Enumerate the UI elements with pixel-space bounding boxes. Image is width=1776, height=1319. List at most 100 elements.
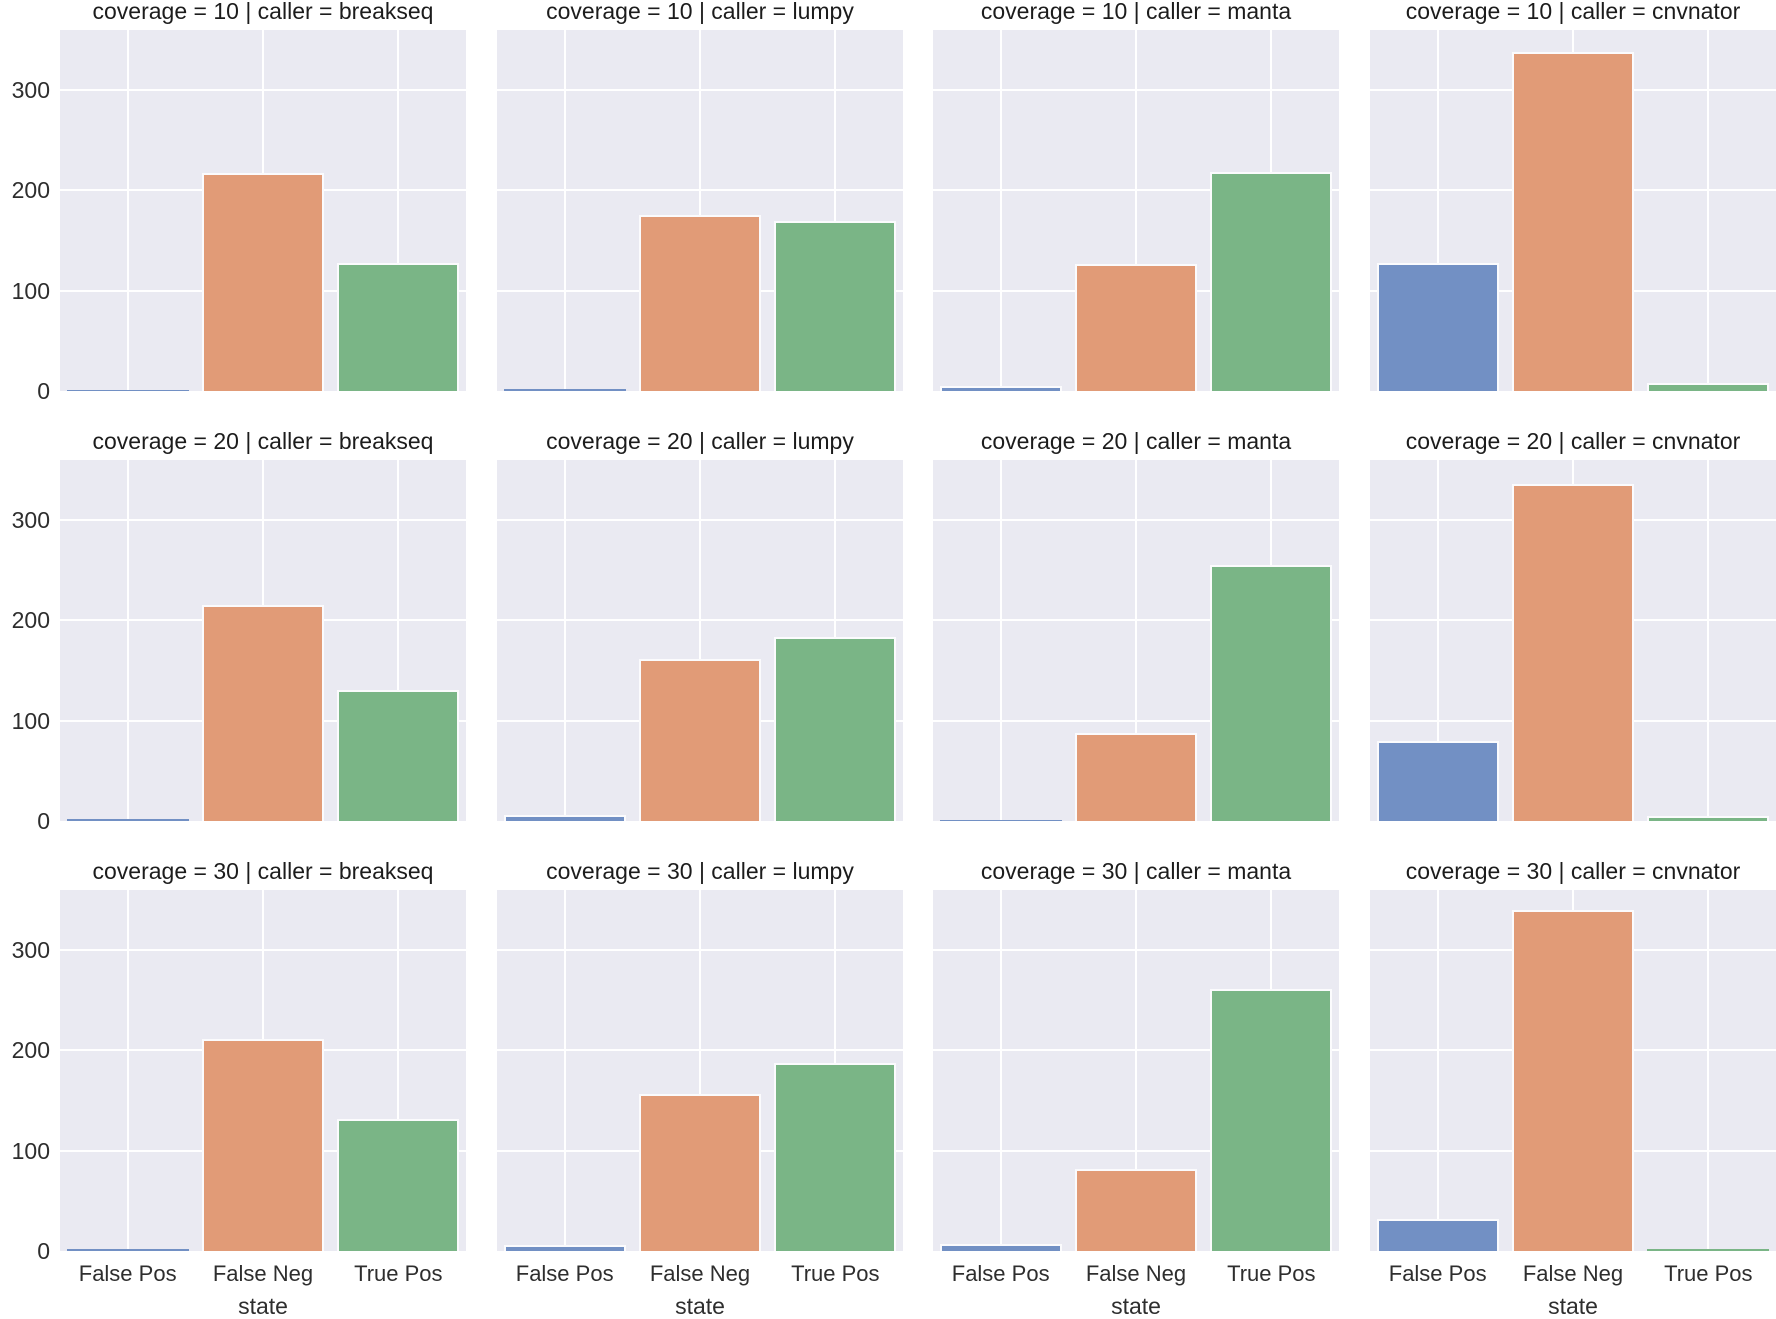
plot-area <box>60 890 466 1251</box>
plot-area <box>497 30 903 391</box>
gridline-x-1 <box>1135 890 1137 1251</box>
bar-false-neg <box>1512 484 1634 821</box>
x-tick-label-true-pos: True Pos <box>1227 1261 1316 1286</box>
bar-true-pos <box>774 1063 897 1251</box>
bar-false-neg <box>1075 1168 1197 1251</box>
bar-false-neg <box>1512 52 1634 391</box>
bar-false-neg <box>1512 910 1634 1251</box>
y-tick-label-100: 100 <box>11 1137 50 1164</box>
bar-true-pos <box>1210 565 1333 821</box>
subplot-coverage30-manta: coverage = 30 | caller = manta False Pos F… <box>933 858 1339 1319</box>
subplot-title: coverage = 30 | caller = cnvnator <box>1405 858 1741 884</box>
gridline-x-0 <box>1436 460 1439 821</box>
y-tick-label-300: 300 <box>11 937 50 964</box>
gridline-x-1 <box>699 890 701 1251</box>
subplot-coverage10-breakseq: coverage = 10 | caller = breakseq 0 100 200… <box>12 0 466 404</box>
bar-false-pos <box>939 820 1062 821</box>
subplot-coverage20-lumpy: coverage = 20 | caller = lumpy <box>497 428 903 821</box>
x-tick-label-true-pos: True Pos <box>1664 1261 1753 1286</box>
subplot-title: coverage = 30 | caller = lumpy <box>546 858 854 884</box>
subplot-coverage20-breakseq: coverage = 20 | caller = breakseq 0 100 200… <box>12 428 466 834</box>
y-tick-label-200: 200 <box>11 1037 50 1064</box>
plot-area <box>497 890 903 1251</box>
plot-area <box>933 890 1339 1251</box>
x-tick-label-false-pos: False Pos <box>951 1261 1050 1286</box>
gridline-x-1 <box>1135 30 1137 391</box>
x-tick-label-false-neg: False Neg <box>1522 1261 1624 1286</box>
x-tick-label-false-pos: False Pos <box>78 1261 177 1286</box>
plot-area <box>1370 460 1776 821</box>
bar-false-neg <box>202 605 324 821</box>
gridline-x-2 <box>834 30 837 391</box>
x-tick-label-false-pos: False Pos <box>1388 1261 1487 1286</box>
bar-true-pos <box>337 1118 460 1251</box>
subplot-title: coverage = 10 | caller = breakseq <box>92 0 434 24</box>
plot-area <box>497 460 903 821</box>
x-axis-label: state <box>675 1293 725 1319</box>
subplot-coverage30-cnvnator: coverage = 30 | caller = cnvnator False P… <box>1370 858 1776 1319</box>
y-tick-label-200: 200 <box>11 607 50 634</box>
bar-true-pos <box>1647 816 1770 821</box>
y-tick-label-300: 300 <box>11 507 50 534</box>
x-axis-label: state <box>238 1293 288 1319</box>
bar-false-pos <box>939 386 1062 391</box>
subplot-coverage10-cnvnator: coverage = 10 | caller = cnvnator <box>1370 0 1776 391</box>
bar-true-pos <box>774 636 897 821</box>
y-tick-label-0: 0 <box>37 808 50 834</box>
bar-false-pos <box>1376 262 1499 391</box>
x-tick-label-true-pos: True Pos <box>791 1261 880 1286</box>
bar-false-neg <box>202 173 324 391</box>
bar-false-pos <box>503 389 626 391</box>
subplot-title: coverage = 10 | caller = manta <box>980 0 1292 24</box>
bar-false-pos <box>503 814 626 821</box>
bar-false-neg <box>1075 263 1197 391</box>
gridline-x-2 <box>397 890 400 1251</box>
x-axis-label: state <box>1548 1293 1598 1319</box>
y-tick-label-200: 200 <box>11 177 50 204</box>
subplot-title: coverage = 30 | caller = breakseq <box>92 858 434 884</box>
x-tick-label-false-neg: False Neg <box>1085 1261 1187 1286</box>
bar-false-pos <box>66 819 189 821</box>
bar-true-pos <box>774 220 897 391</box>
gridline-x-1 <box>699 460 701 821</box>
gridline-x-0 <box>563 30 566 391</box>
subplot-title: coverage = 10 | caller = cnvnator <box>1405 0 1741 24</box>
y-tick-label-0: 0 <box>37 378 50 404</box>
plot-area <box>933 460 1339 821</box>
x-tick-label-true-pos: True Pos <box>354 1261 443 1286</box>
bar-false-neg <box>639 658 761 821</box>
gridline-x-2 <box>397 30 400 391</box>
gridline-x-0 <box>563 460 566 821</box>
plot-area <box>1370 890 1776 1251</box>
x-tick-label-false-neg: False Neg <box>649 1261 751 1286</box>
bar-false-pos <box>1376 1218 1499 1251</box>
y-tick-label-100: 100 <box>11 707 50 734</box>
subplot-coverage10-manta: coverage = 10 | caller = manta <box>933 0 1339 391</box>
bar-false-neg <box>1075 732 1197 821</box>
bar-true-pos <box>1647 1249 1770 1251</box>
gridline-x-2 <box>1707 30 1710 391</box>
plot-area <box>933 30 1339 391</box>
gridline-x-0 <box>126 890 129 1251</box>
subplot-title: coverage = 20 | caller = cnvnator <box>1405 428 1741 454</box>
y-tick-label-0: 0 <box>37 1238 50 1264</box>
gridline-x-2 <box>1707 890 1710 1251</box>
subplot-title: coverage = 20 | caller = lumpy <box>546 428 854 454</box>
x-tick-label-false-neg: False Neg <box>212 1261 314 1286</box>
gridline-x-0 <box>1436 890 1439 1251</box>
bar-true-pos <box>1210 172 1333 391</box>
y-tick-label-300: 300 <box>11 77 50 104</box>
subplot-coverage10-lumpy: coverage = 10 | caller = lumpy <box>497 0 903 391</box>
gridline-x-2 <box>1707 460 1710 821</box>
gridline-x-0 <box>126 30 129 391</box>
gridline-x-0 <box>999 30 1002 391</box>
plot-area <box>60 30 466 391</box>
bar-true-pos <box>337 262 460 391</box>
gridline-x-1 <box>1135 460 1137 821</box>
gridline-x-0 <box>999 890 1002 1251</box>
gridline-x-2 <box>397 460 400 821</box>
subplot-title: coverage = 30 | caller = manta <box>980 858 1292 884</box>
gridline-x-0 <box>126 460 129 821</box>
x-axis-label: state <box>1111 1293 1161 1319</box>
y-tick-label-100: 100 <box>11 277 50 304</box>
